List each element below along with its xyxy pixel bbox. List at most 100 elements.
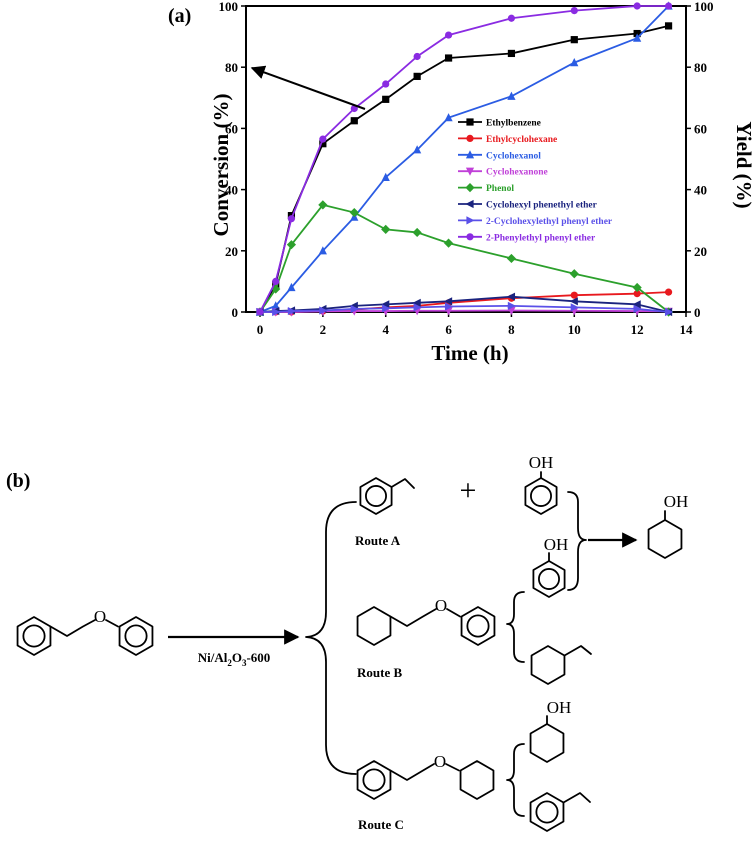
legend-label: 2-Phenylethyl phenyl ether — [486, 233, 596, 243]
legend-swatch-marker — [465, 199, 474, 209]
legend-entry: Cyclohexanone — [458, 167, 548, 178]
panel-a-chart: (a) 0 2 4 6 8 10 12 14 0 20 40 60 80 100 0 20 40 60 80 10… — [168, 0, 754, 365]
phenol-brace — [567, 491, 587, 591]
series-line — [259, 5, 669, 313]
data-point — [382, 95, 390, 103]
right-y-axis-title: Yield (%) — [732, 121, 754, 208]
legend-swatch-marker — [465, 150, 475, 159]
data-point — [507, 301, 517, 310]
right-y-tick-label: 80 — [694, 60, 707, 75]
data-point — [632, 300, 641, 309]
data-point — [444, 302, 454, 311]
data-point — [569, 297, 578, 306]
right-y-axis-ticks: 0 20 40 60 80 100 — [686, 0, 714, 320]
route-c-brace — [506, 743, 525, 817]
data-point — [506, 292, 516, 301]
data-point — [570, 303, 579, 312]
hydroxyl-label: OH — [544, 535, 569, 554]
data-point — [506, 253, 517, 264]
data-point — [633, 33, 642, 42]
data-point — [569, 269, 579, 279]
data-point — [381, 224, 391, 234]
ether-oxygen-label: O — [94, 607, 106, 626]
data-point — [633, 304, 642, 314]
data-point — [632, 282, 642, 293]
cyclohexane-ring — [356, 606, 392, 646]
data-point — [413, 52, 421, 61]
x-axis-ticks: 0 2 4 6 8 10 12 14 — [257, 312, 693, 337]
legend-swatch-marker — [465, 167, 475, 176]
data-point — [570, 291, 578, 299]
legend-entry: Ethylbenzene — [458, 118, 541, 129]
legend-entry: 2-Cyclohexylethyl phenyl ether — [458, 216, 613, 227]
route-b-label: Route B — [357, 665, 402, 680]
ether-oxygen-label: O — [435, 596, 447, 615]
legend-swatch-marker — [466, 216, 475, 225]
data-point — [443, 238, 454, 248]
y-tick-label: 0 — [232, 305, 239, 320]
y-tick-label: 80 — [225, 60, 238, 75]
data-point — [382, 304, 391, 313]
data-point — [287, 282, 296, 292]
legend-swatch-marker — [465, 183, 475, 193]
route-a: Route A + OH OH OH — [355, 453, 688, 598]
data-point — [319, 140, 327, 148]
data-point — [286, 240, 297, 250]
reactant-2-phenylethyl-phenyl-ether: O — [16, 607, 154, 656]
benzene-ring — [460, 606, 496, 646]
x-tick-label: 6 — [445, 322, 452, 337]
data-point — [381, 300, 390, 309]
data-point — [318, 200, 328, 210]
benzene-ring — [16, 616, 52, 656]
cyclohexane-ring — [529, 723, 565, 763]
data-point — [319, 135, 327, 143]
x-tick-label: 12 — [631, 322, 644, 337]
y-axis-ticks: 0 20 40 60 80 100 — [219, 0, 246, 320]
legend-label: Phenol — [486, 184, 514, 194]
cyclohexane-ring — [530, 645, 566, 685]
data-point — [412, 227, 422, 238]
data-point — [350, 117, 358, 125]
series-line — [259, 25, 669, 313]
data-point — [287, 215, 296, 223]
legend-entry: Phenol — [458, 183, 514, 194]
data-point — [272, 307, 281, 317]
data-point — [256, 308, 264, 316]
data-point — [633, 290, 641, 298]
data-point — [412, 298, 421, 307]
x-tick-label: 14 — [680, 322, 694, 337]
data-point — [413, 303, 422, 312]
hydroxyl-label: OH — [529, 453, 554, 472]
legend-label: Cyclohexyl phenethyl ether — [486, 201, 598, 211]
panel-b-label: (b) — [6, 470, 30, 492]
panel-a-label: (a) — [168, 5, 191, 27]
y-tick-label: 40 — [225, 183, 238, 198]
y-tick-label: 100 — [219, 0, 239, 14]
x-axis-title: Time (h) — [431, 341, 508, 365]
data-point — [507, 49, 516, 58]
data-point — [664, 307, 674, 317]
x-tick-label: 8 — [508, 322, 515, 337]
x-tick-label: 10 — [568, 322, 581, 337]
plus-sign: + — [460, 474, 477, 507]
x-tick-label: 0 — [257, 322, 264, 337]
legend-entry: 2-Phenylethyl phenyl ether — [458, 233, 596, 243]
data-point — [507, 14, 516, 22]
legend-label: Cyclohexanol — [486, 151, 541, 161]
series-ethylbenzene — [256, 22, 673, 316]
data-point — [444, 31, 453, 39]
right-y-tick-label: 20 — [694, 244, 707, 259]
data-point — [507, 91, 516, 100]
route-c: O Route C OH — [356, 698, 591, 832]
data-point — [318, 246, 327, 255]
legend-label: 2-Cyclohexylethyl phenyl ether — [486, 217, 613, 227]
benzene-ring — [524, 477, 558, 515]
legend-label: Cyclohexanone — [486, 168, 548, 178]
annotation-arrow — [250, 65, 366, 110]
data-point — [570, 58, 579, 67]
benzene-ring — [359, 477, 393, 515]
data-point — [664, 288, 673, 296]
benzene-ring — [529, 792, 565, 832]
data-point — [287, 306, 297, 316]
